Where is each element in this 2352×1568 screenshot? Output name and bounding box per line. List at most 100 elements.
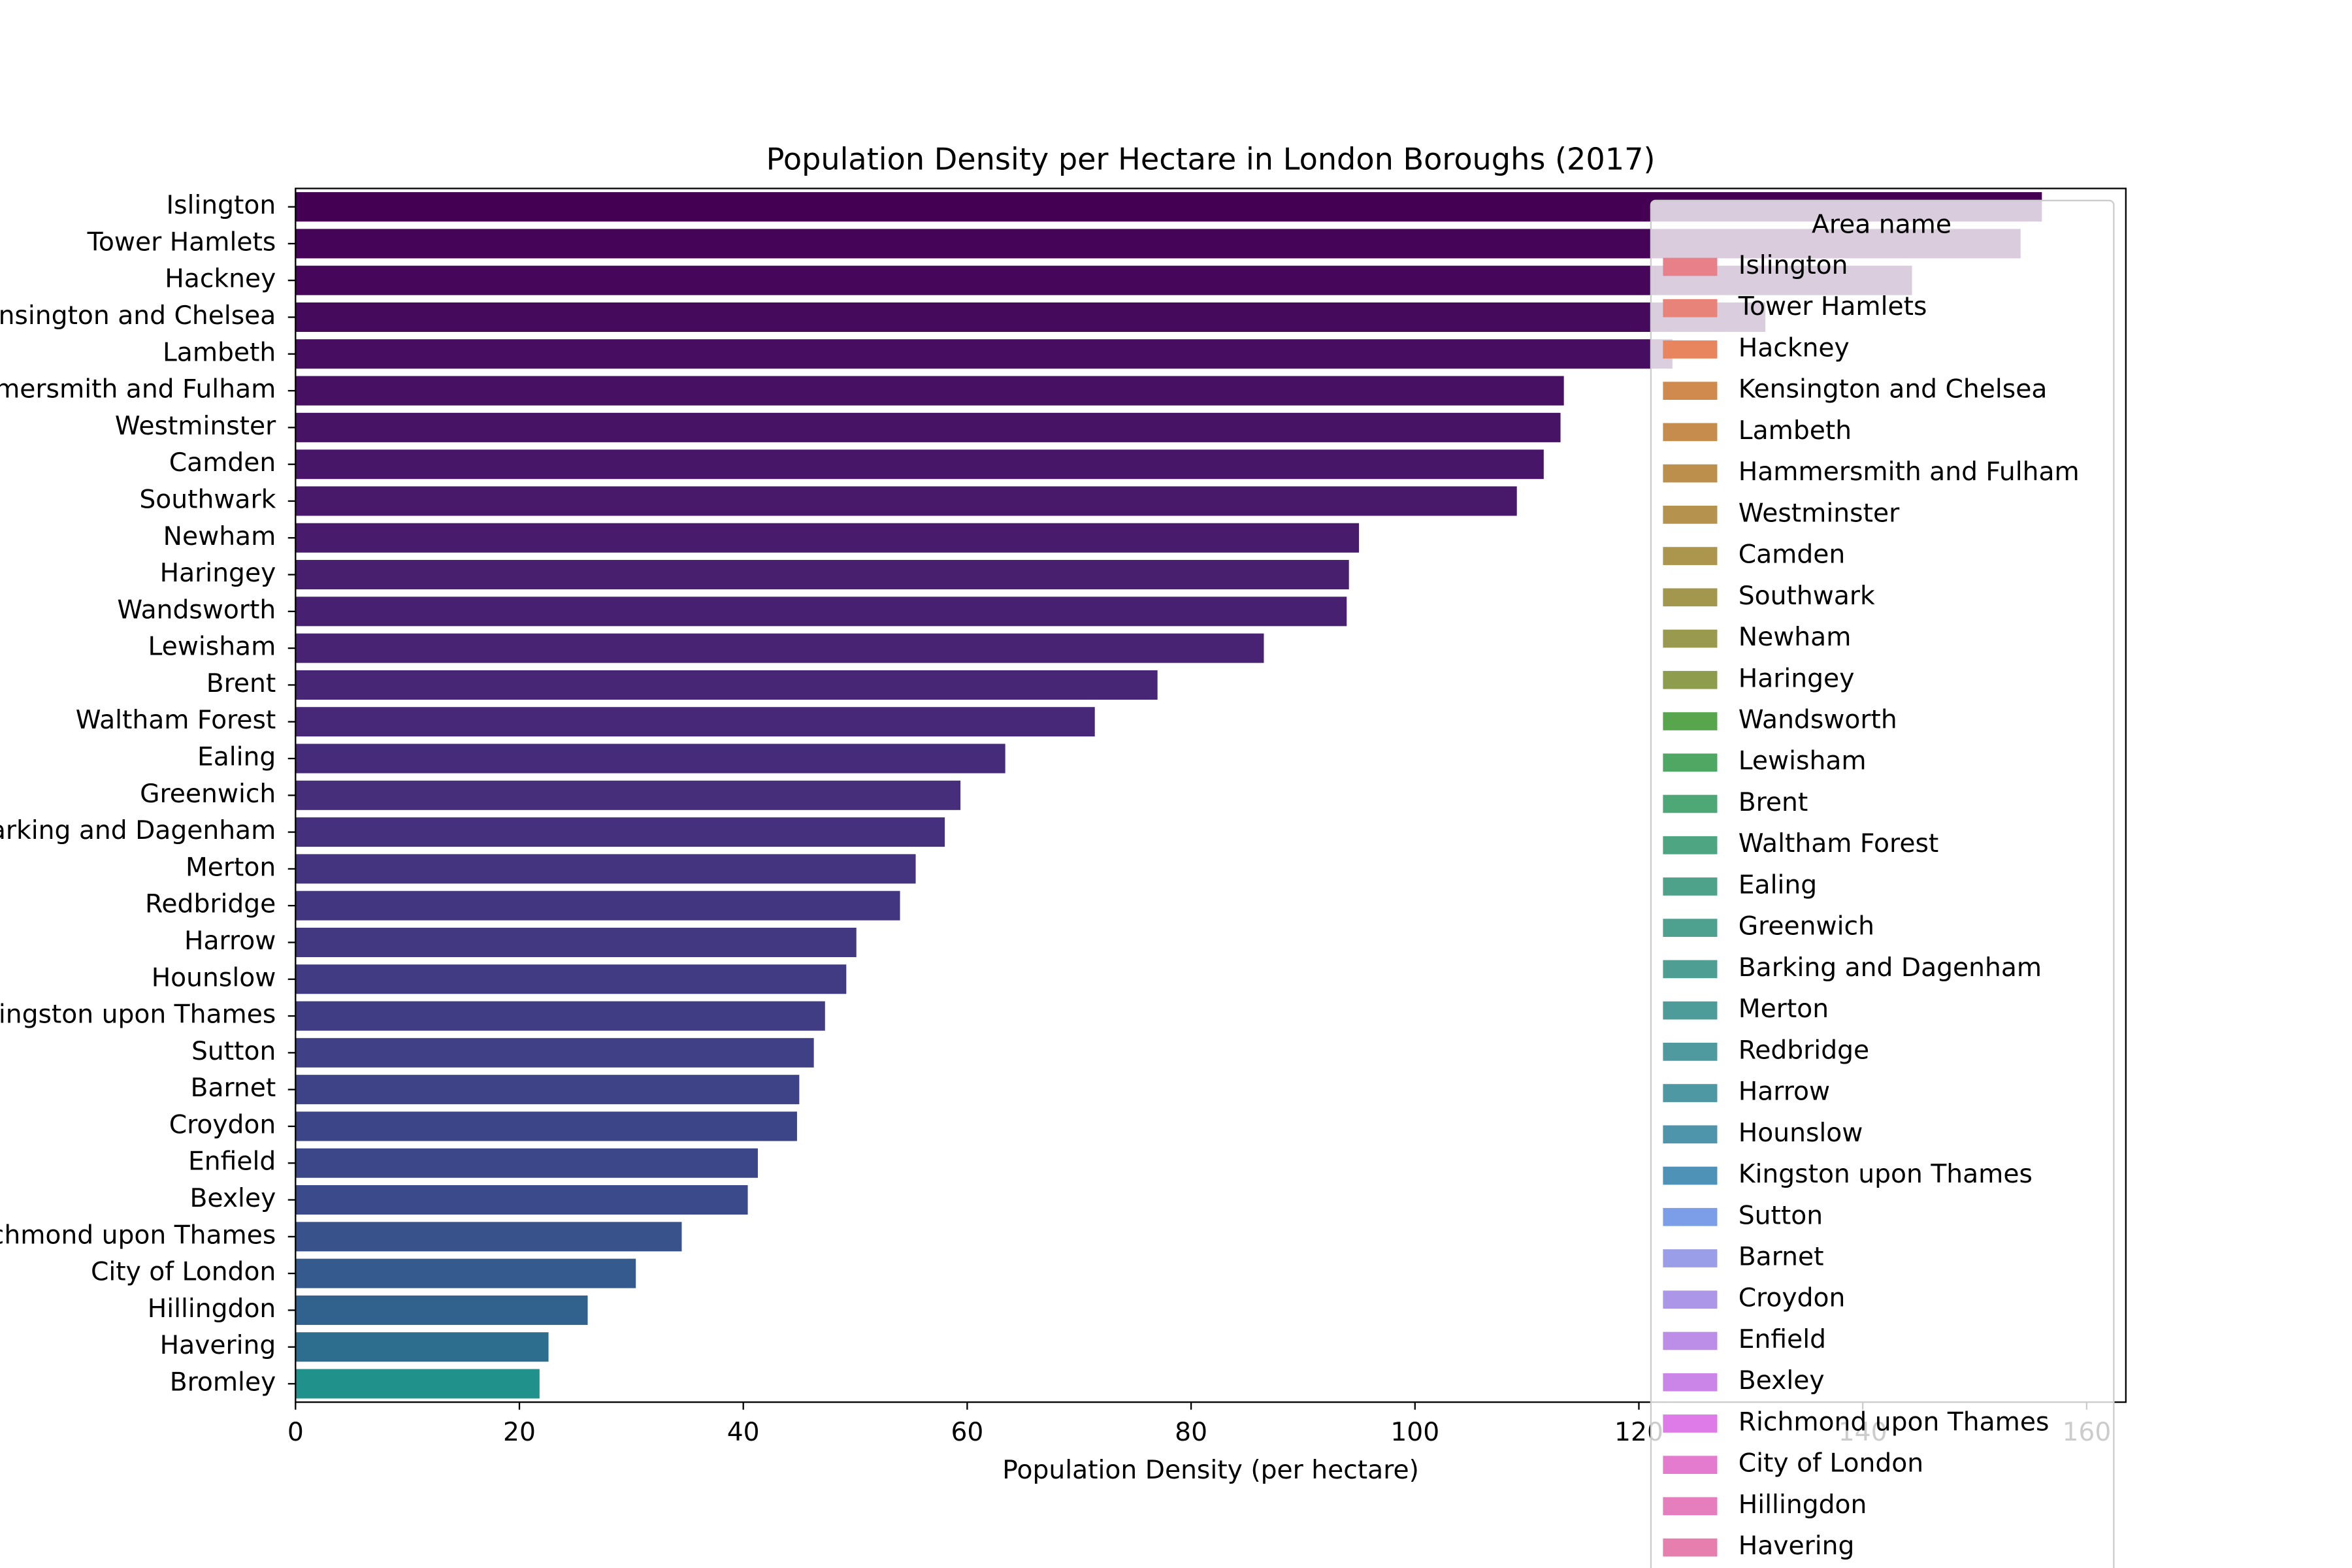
legend-swatch [1663, 753, 1718, 772]
legend-label: Hammersmith and Fulham [1739, 457, 2080, 487]
y-tick-label: Westminster [115, 412, 276, 441]
y-tick-label: Kensington and Chelsea [0, 301, 276, 331]
legend-swatch [1663, 1456, 1718, 1474]
y-tick-label: Hammersmith and Fulham [0, 375, 276, 404]
y-tick-label: Barnet [191, 1073, 276, 1103]
bar [295, 1148, 758, 1178]
bar [295, 596, 1347, 627]
y-tick-label: Ealing [197, 743, 276, 772]
legend-label: Harrow [1739, 1077, 1830, 1107]
legend-label: Redbridge [1739, 1036, 1869, 1065]
bar [295, 817, 945, 847]
legend-swatch [1663, 629, 1718, 648]
y-tick-label: Islington [167, 191, 276, 220]
bar [295, 1185, 748, 1215]
legend-label: Haringey [1739, 664, 1855, 693]
bar [295, 1332, 549, 1362]
bar [295, 265, 1912, 295]
legend-swatch [1663, 670, 1718, 689]
bar [295, 1222, 682, 1252]
legend-swatch [1663, 464, 1718, 483]
legend-swatch [1663, 506, 1718, 524]
legend-label: Enfield [1739, 1325, 1826, 1354]
legend-label: Southwark [1739, 581, 1875, 611]
y-tick-label: Hillingdon [148, 1294, 276, 1324]
x-axis-label: Population Density (per hectare) [1002, 1456, 1419, 1485]
legend-label: Brent [1739, 788, 1808, 817]
legend-label: Bexley [1739, 1366, 1825, 1396]
y-tick-label: Havering [160, 1331, 276, 1360]
legend-box [1650, 199, 2115, 1568]
bar [295, 449, 1544, 480]
y-tick-label: Wandsworth [117, 595, 276, 625]
legend-label: Wandsworth [1739, 706, 1897, 735]
legend-swatch [1663, 877, 1718, 896]
y-tick-label: Haringey [160, 559, 276, 588]
y-tick-label: Harrow [184, 926, 276, 956]
legend-swatch [1663, 1001, 1718, 1020]
legend-swatch [1663, 794, 1718, 813]
bar [295, 1111, 797, 1141]
legend-label: Barnet [1739, 1242, 1824, 1271]
legend-label: Barking and Dagenham [1739, 953, 2042, 983]
bar [295, 854, 916, 884]
bar [295, 486, 1517, 516]
legend-swatch [1663, 588, 1718, 607]
y-tick-label: City of London [91, 1258, 276, 1287]
y-tick-label: Merton [186, 853, 276, 882]
x-tick-label: 60 [951, 1418, 983, 1447]
bar [295, 890, 900, 921]
bar [295, 927, 857, 957]
legend-swatch [1663, 1290, 1718, 1309]
legend-label: Hackney [1739, 333, 1850, 363]
legend-label: Waltham Forest [1739, 829, 1939, 858]
x-tick-label: 100 [1390, 1418, 1439, 1447]
legend-swatch [1663, 1043, 1718, 1061]
plot-frame [295, 188, 2127, 1403]
legend-label: Havering [1739, 1531, 1855, 1561]
legend-swatch [1663, 1373, 1718, 1392]
legend-swatch [1663, 1207, 1718, 1226]
legend-swatch [1663, 340, 1718, 359]
legend-swatch [1663, 712, 1718, 730]
legend-swatch [1663, 257, 1718, 276]
legend-label: Westminster [1739, 498, 1900, 528]
legend-title: Area name [1812, 210, 1952, 240]
legend-label: Hounslow [1739, 1119, 1863, 1148]
bar [295, 1001, 825, 1031]
legend-label: Lambeth [1739, 416, 1852, 446]
y-tick-label: Brent [206, 669, 276, 698]
legend-swatch [1663, 1331, 1718, 1350]
legend-swatch [1663, 919, 1718, 937]
legend-label: Tower Hamlets [1738, 292, 1927, 321]
y-tick-label: Lambeth [163, 338, 276, 367]
bar [295, 633, 1264, 663]
y-tick-label: Bromley [170, 1368, 276, 1397]
y-tick-label: Enfield [188, 1147, 276, 1177]
bar [295, 780, 961, 810]
bar [295, 560, 1349, 590]
legend-label: Newham [1739, 623, 1852, 652]
bar [295, 412, 1561, 442]
legend-label: Sutton [1739, 1201, 1823, 1230]
bar [295, 376, 1564, 406]
y-tick-label: Tower Hamlets [87, 227, 276, 257]
legend-label: Islington [1739, 251, 1848, 280]
y-tick-label: Waltham Forest [76, 706, 276, 735]
y-tick-label: Richmond upon Thames [0, 1220, 276, 1250]
legend-swatch [1663, 1538, 1718, 1557]
legend-swatch [1663, 423, 1718, 442]
legend-label: Ealing [1739, 870, 1817, 900]
x-tick-label: 80 [1175, 1418, 1207, 1447]
legend-label: Kingston upon Thames [1739, 1160, 2033, 1189]
bar [295, 707, 1095, 737]
legend-label: City of London [1739, 1449, 1923, 1478]
legend-swatch [1663, 1166, 1718, 1185]
legend: Area name Islington Tower Hamlets Hackney Ke… [1650, 199, 2115, 1568]
bar [295, 523, 1360, 553]
y-tick-label: Camden [169, 448, 276, 478]
bar [295, 743, 1005, 774]
legend-swatch [1663, 1084, 1718, 1102]
legend-label: Greenwich [1739, 912, 1874, 941]
